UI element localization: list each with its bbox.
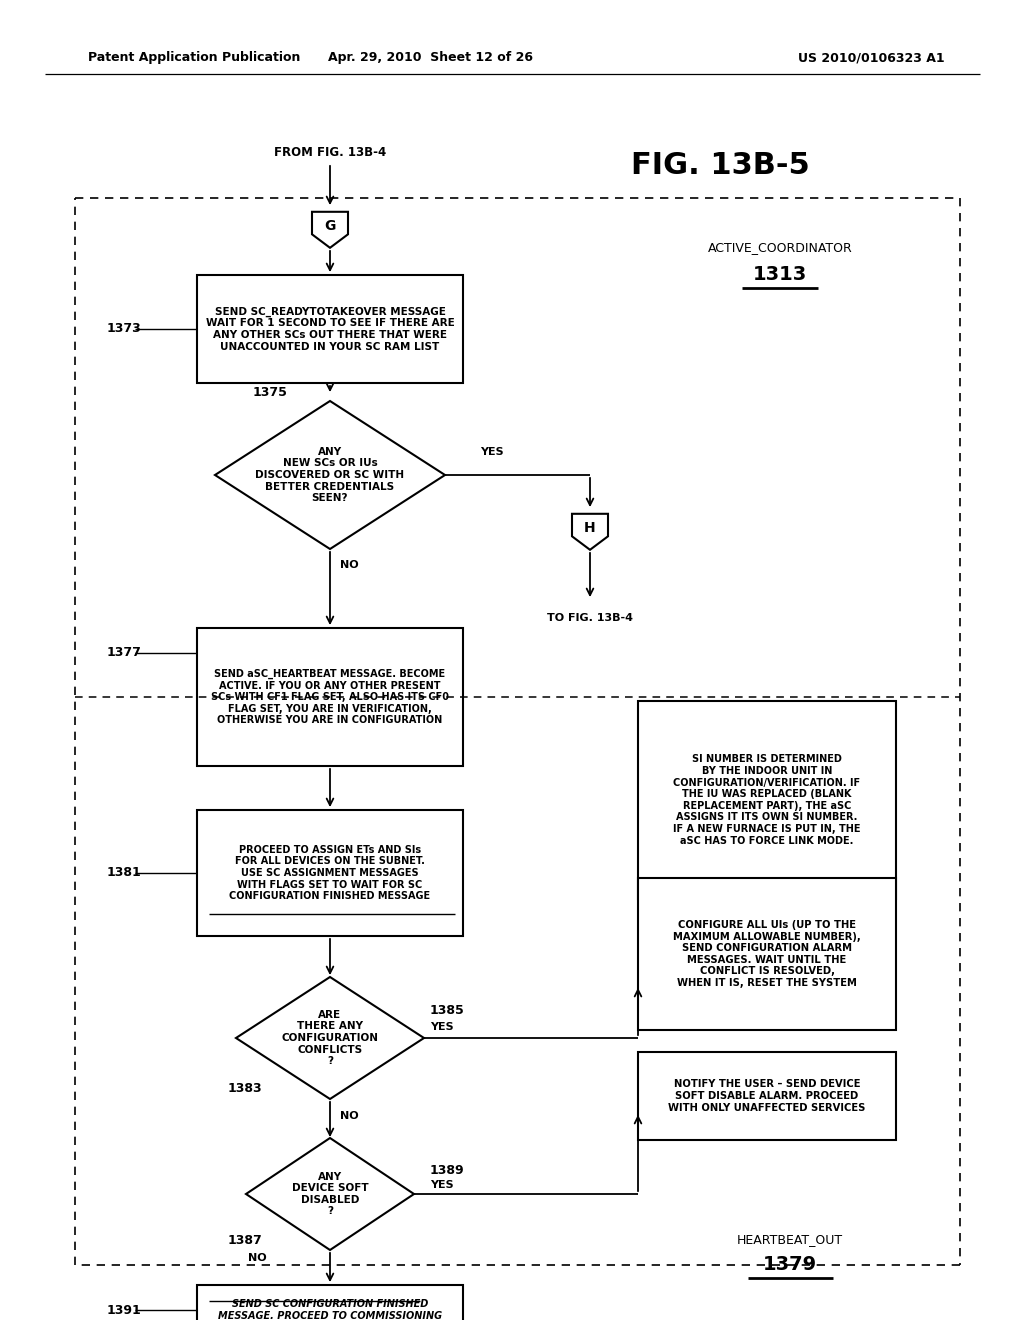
Text: Patent Application Publication: Patent Application Publication xyxy=(88,51,300,65)
Text: NO: NO xyxy=(340,1111,358,1121)
Text: PROCEED TO ASSIGN ETs AND SIs
FOR ALL DEVICES ON THE SUBNET.
USE SC ASSIGNMENT M: PROCEED TO ASSIGN ETs AND SIs FOR ALL DE… xyxy=(229,845,430,902)
Text: 1373: 1373 xyxy=(106,322,141,335)
Text: SEND aSC_HEARTBEAT MESSAGE. BECOME
ACTIVE. IF YOU OR ANY OTHER PRESENT
SCs WITH : SEND aSC_HEARTBEAT MESSAGE. BECOME ACTIV… xyxy=(211,669,449,725)
Text: FIG. 13B-5: FIG. 13B-5 xyxy=(631,152,809,181)
Text: ACTIVE_COORDINATOR: ACTIVE_COORDINATOR xyxy=(708,242,852,255)
Bar xyxy=(197,628,463,766)
Text: G: G xyxy=(325,219,336,234)
Polygon shape xyxy=(215,401,445,549)
Text: ANY
NEW SCs OR IUs
DISCOVERED OR SC WITH
BETTER CREDENTIALS
SEEN?: ANY NEW SCs OR IUs DISCOVERED OR SC WITH… xyxy=(255,446,404,503)
Text: 1385: 1385 xyxy=(430,1003,465,1016)
Text: YES: YES xyxy=(430,1022,454,1032)
Text: 1377: 1377 xyxy=(106,647,142,660)
Text: SI NUMBER IS DETERMINED
BY THE INDOOR UNIT IN
CONFIGURATION/VERIFICATION. IF
THE: SI NUMBER IS DETERMINED BY THE INDOOR UN… xyxy=(673,755,861,846)
Bar xyxy=(638,701,896,899)
Bar xyxy=(197,810,463,936)
Text: ARE
THERE ANY
CONFIGURATION
CONFLICTS
?: ARE THERE ANY CONFIGURATION CONFLICTS ? xyxy=(282,1010,379,1067)
Text: 1383: 1383 xyxy=(228,1081,262,1094)
Text: US 2010/0106323 A1: US 2010/0106323 A1 xyxy=(799,51,945,65)
Text: H: H xyxy=(584,521,596,535)
Text: TO FIG. 13B-4: TO FIG. 13B-4 xyxy=(547,612,633,623)
Polygon shape xyxy=(246,1138,414,1250)
Polygon shape xyxy=(312,211,348,248)
Bar xyxy=(197,275,463,383)
Text: CONFIGURE ALL UIs (UP TO THE
MAXIMUM ALLOWABLE NUMBER),
SEND CONFIGURATION ALARM: CONFIGURE ALL UIs (UP TO THE MAXIMUM ALL… xyxy=(673,920,861,987)
Text: NO: NO xyxy=(248,1253,266,1263)
Text: 1389: 1389 xyxy=(430,1163,465,1176)
Text: YES: YES xyxy=(480,447,504,457)
Text: 1381: 1381 xyxy=(106,866,141,879)
Bar xyxy=(638,878,896,1030)
Text: 1375: 1375 xyxy=(253,387,288,400)
Text: Apr. 29, 2010  Sheet 12 of 26: Apr. 29, 2010 Sheet 12 of 26 xyxy=(328,51,532,65)
Text: ANY
DEVICE SOFT
DISABLED
?: ANY DEVICE SOFT DISABLED ? xyxy=(292,1172,369,1217)
Text: FROM FIG. 13B-4: FROM FIG. 13B-4 xyxy=(273,145,386,158)
Text: NO: NO xyxy=(340,560,358,570)
Text: YES: YES xyxy=(430,1180,454,1191)
Text: HEARTBEAT_OUT: HEARTBEAT_OUT xyxy=(737,1233,843,1246)
Bar xyxy=(197,1284,463,1320)
Text: 1313: 1313 xyxy=(753,264,807,284)
Bar xyxy=(638,1052,896,1140)
Text: SEND SC CONFIGURATION FINISHED
MESSAGE. PROCEED TO COMMISSIONING: SEND SC CONFIGURATION FINISHED MESSAGE. … xyxy=(218,1299,442,1320)
Text: 1391: 1391 xyxy=(106,1304,141,1316)
Polygon shape xyxy=(572,513,608,550)
Text: 1387: 1387 xyxy=(228,1233,263,1246)
Text: NOTIFY THE USER – SEND DEVICE
SOFT DISABLE ALARM. PROCEED
WITH ONLY UNAFFECTED S: NOTIFY THE USER – SEND DEVICE SOFT DISAB… xyxy=(669,1080,865,1113)
Text: SEND SC_READYTOTAKEOVER MESSAGE
WAIT FOR 1 SECOND TO SEE IF THERE ARE
ANY OTHER : SEND SC_READYTOTAKEOVER MESSAGE WAIT FOR… xyxy=(206,306,455,351)
Polygon shape xyxy=(236,977,424,1100)
Text: 1379: 1379 xyxy=(763,1255,817,1275)
